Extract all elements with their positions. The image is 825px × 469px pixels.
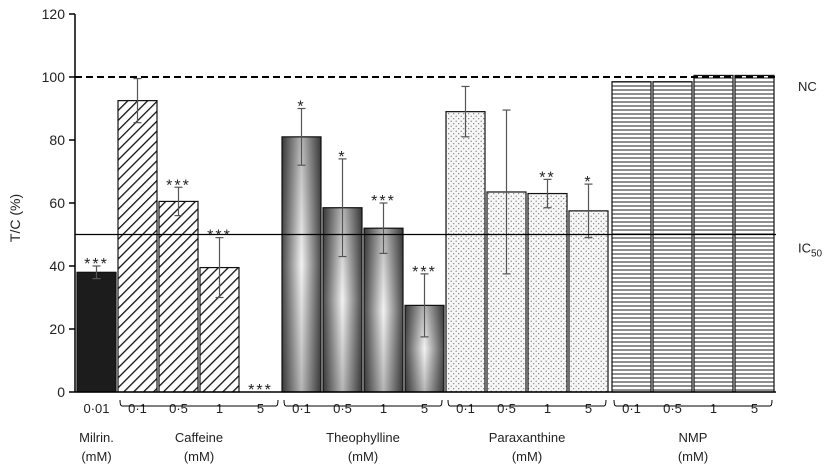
dose-label: 0·01 <box>83 401 109 416</box>
bar-caffeine-1 <box>158 200 199 393</box>
group-bracket <box>447 399 607 407</box>
group-unit-label: (mM) <box>512 449 542 464</box>
group-label: Paraxanthine <box>489 430 566 445</box>
dose-label: 5 <box>585 401 592 416</box>
significance-marker: * <box>297 99 305 116</box>
y-tick-label: 0 <box>57 384 65 400</box>
significance-marker: *** <box>371 193 396 210</box>
group-unit-label: (mM) <box>184 449 214 464</box>
dose-label: 1 <box>544 401 551 416</box>
bar-nmp-2 <box>693 74 734 393</box>
dose-label: 0·1 <box>128 401 147 416</box>
y-tick-label: 100 <box>42 69 66 85</box>
y-tick-label: 60 <box>49 195 65 211</box>
dose-label: 5 <box>421 401 428 416</box>
dose-label: 0·1 <box>292 401 311 416</box>
dose-label: 5 <box>751 401 758 416</box>
group-label: Caffeine <box>175 430 223 445</box>
dose-label: 1 <box>216 401 223 416</box>
bar-paraxanthine-0 <box>445 111 486 393</box>
reference-label-ic: IC50 <box>798 241 823 260</box>
y-axis: 0 20 40 60 80 100 120 <box>42 6 76 400</box>
significance-marker: * <box>338 149 346 166</box>
y-tick-label: 120 <box>42 6 66 22</box>
bar-nmp-1 <box>652 81 693 393</box>
group-unit-label: (mM) <box>348 449 378 464</box>
dose-label: 0·1 <box>456 401 475 416</box>
group-label: Theophylline <box>326 430 400 445</box>
group-unit-label: (mM) <box>81 449 111 464</box>
dose-label: 0·5 <box>169 401 188 416</box>
significance-marker: *** <box>207 228 232 245</box>
group-label: Milrin. <box>79 430 114 445</box>
reference-lines: NC IC50 <box>75 76 823 260</box>
group-label: NMP <box>679 430 708 445</box>
y-tick-label: 20 <box>49 321 65 337</box>
y-tick-label: 80 <box>49 132 65 148</box>
bar-paraxanthine-3 <box>568 210 609 393</box>
dose-label: 1 <box>710 401 717 416</box>
bar-nmp-3 <box>734 74 775 393</box>
dose-label: 0·5 <box>497 401 516 416</box>
dose-label: 5 <box>257 401 264 416</box>
bar-caffeine-0 <box>117 100 158 393</box>
bar-paraxanthine-2 <box>527 192 568 393</box>
bars: ********************** * <box>76 74 775 399</box>
group-unit-label: (mM) <box>678 449 708 464</box>
y-tick-label: 40 <box>49 258 65 274</box>
significance-marker: *** <box>166 177 191 194</box>
bar-nmp-0 <box>611 81 652 393</box>
significance-marker: * <box>584 174 592 191</box>
dose-label: 0·5 <box>333 401 352 416</box>
reference-label-nc: NC <box>798 79 817 94</box>
dose-label: 0·5 <box>663 401 682 416</box>
group-bracket <box>613 399 773 407</box>
bar-milrin-0 <box>76 271 117 393</box>
group-bracket <box>283 399 443 407</box>
bar-shading <box>364 228 403 392</box>
y-axis-label: T/C (%) <box>7 194 23 242</box>
bar-shading <box>282 136 321 392</box>
significance-marker: *** <box>84 256 109 273</box>
group-bracket <box>119 399 279 407</box>
x-axis: 0·01 Milrin. (mM) 0·1 0·5 1 5 Caffeine (mM) 0·1 0·… <box>75 391 776 464</box>
significance-marker: ** <box>539 169 555 186</box>
significance-marker: *** <box>248 382 273 399</box>
dose-label: 1 <box>380 401 387 416</box>
dose-label: 0·1 <box>622 401 641 416</box>
significance-marker: *** <box>412 264 437 281</box>
